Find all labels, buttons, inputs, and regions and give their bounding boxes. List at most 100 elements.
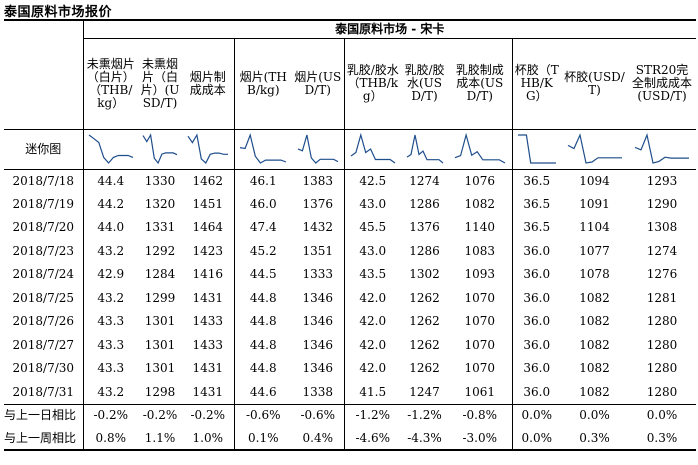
value-cell: 42.0: [343, 310, 401, 334]
sparkline-chart: [454, 132, 506, 164]
value-cell: 1301: [144, 337, 176, 352]
value-cell: 44.8: [233, 310, 292, 334]
value-cell: 1293: [628, 168, 697, 193]
sparkline-line: [88, 134, 133, 164]
sparkline-cell: [343, 128, 401, 169]
value-cell: 36.5: [511, 168, 561, 193]
sparkline-line: [187, 133, 228, 164]
header-cell: STR20完全制成成本(USD/T): [632, 63, 693, 103]
value-cell: 1280: [646, 384, 678, 399]
header-cell: 乳胶/胶水（THB/kg）: [343, 38, 401, 129]
date-cell: 2018/7/23: [12, 243, 75, 258]
change-cell: -3.0%: [448, 427, 512, 451]
value-cell: 43.2: [82, 286, 138, 310]
value-cell: 1247: [409, 384, 440, 399]
value-cell: 36.0: [511, 263, 561, 287]
sparkline-cell: [292, 128, 344, 169]
value-cell: 36.0: [511, 239, 561, 263]
page-title: 泰国原料市场报价: [4, 5, 113, 20]
value-cell: 1331: [144, 220, 176, 235]
value-cell: 1290: [646, 196, 678, 211]
value-cell: 44.8: [233, 286, 292, 310]
value-cell: 1302: [409, 267, 440, 282]
change-cell: -4.3%: [401, 427, 448, 451]
summary-row: 与上一日相比 -0.2% -0.2% -0.2% -0.6% -0.6% -1.2% -1.2…: [4, 403, 697, 427]
value-cell: 1431: [192, 361, 224, 376]
sparkline-cell: [448, 128, 512, 169]
table-row: 2018/7/18 44.4 1330 1462 46.1 1383 42.5 1274 107…: [4, 168, 697, 193]
value-cell: 1462: [182, 168, 234, 193]
sparkline-chart: [350, 132, 396, 164]
date-cell: 2018/7/27: [12, 337, 75, 352]
value-cell: 44.5: [233, 263, 292, 287]
header-cell: 未熏烟片（白片）（THB/kg）: [82, 38, 138, 129]
sparkline-cell: [138, 128, 182, 169]
value-cell: 1292: [144, 243, 176, 258]
value-cell: 36.0: [511, 333, 561, 357]
sparkline-line: [240, 132, 287, 164]
value-cell: 1451: [192, 196, 224, 211]
sparkline-chart: [240, 132, 287, 164]
value-cell: 42.9: [82, 263, 138, 287]
value-cell: 1280: [646, 314, 678, 329]
sparkline-line: [454, 132, 506, 164]
value-cell: 1330: [138, 168, 182, 193]
change-cell: 0.4%: [292, 427, 344, 451]
value-cell: 1464: [192, 220, 224, 235]
value-cell: 1286: [409, 196, 440, 211]
sparkline-chart: [88, 134, 133, 164]
value-cell: 1346: [302, 314, 334, 329]
sparkline-chart: [567, 133, 622, 164]
sparkline-chart: [517, 134, 556, 164]
value-cell: 1284: [144, 267, 176, 282]
sparkline-chart: [406, 134, 443, 164]
sparkline-cell: [233, 128, 292, 169]
sparkline-cell: [561, 128, 628, 169]
value-cell: 1061: [464, 384, 496, 399]
value-cell: 43.5: [343, 263, 401, 287]
change-cell: -1.2%: [343, 403, 401, 427]
value-cell: 1286: [409, 243, 440, 258]
value-cell: 1433: [192, 314, 224, 329]
change-cell: 0.0%: [628, 403, 697, 427]
value-cell: 1432: [302, 220, 334, 235]
value-cell: 1082: [579, 337, 610, 352]
summary-label: 与上一日相比: [4, 403, 83, 427]
sparkline-line: [634, 132, 689, 164]
value-cell: 45.5: [343, 216, 401, 240]
value-cell: 1301: [144, 361, 176, 376]
value-cell: 44.0: [82, 216, 138, 240]
value-cell: 46.1: [233, 168, 292, 193]
value-cell: 1076: [448, 168, 512, 193]
change-cell: 1.0%: [182, 427, 234, 451]
header-cell: 烟片制成成本: [189, 69, 226, 97]
value-cell: 1431: [192, 384, 224, 399]
sparkline-line: [517, 134, 556, 164]
sparkline-chart: [142, 133, 178, 165]
value-cell: 1338: [302, 384, 334, 399]
value-cell: 36.0: [511, 357, 561, 381]
sparkline-cell: [82, 128, 138, 169]
value-cell: 36.0: [511, 286, 561, 310]
value-cell: 1070: [464, 361, 496, 376]
table-row: 2018/7/25 43.2 1299 1431 44.8 1346 42.0 1262 107…: [4, 286, 696, 310]
sparkline-cell: [628, 128, 697, 169]
date-cell: 2018/7/19: [12, 196, 75, 211]
date-cell: 2018/7/25: [12, 290, 75, 305]
header-row: 未熏烟片（白片）（THB/kg） 未熏烟片（白片）(USD/T) 烟片制成成本 …: [4, 38, 696, 129]
summary-row: 与上一周相比 0.8% 1.1% 1.0% 0.1% 0.4% -4.6% -4.3% -3.0…: [4, 427, 697, 451]
sparkline-chart: [297, 134, 339, 164]
table-row: 2018/7/24 42.9 1284 1416 44.5 1333 43.5 1302 109…: [4, 263, 696, 287]
sparkline-line: [406, 134, 443, 164]
header-cell: 烟片(USD/T): [294, 69, 342, 97]
value-cell: 1104: [579, 220, 610, 235]
date-cell: 2018/7/26: [12, 314, 75, 329]
date-cell: 2018/7/20: [12, 220, 75, 235]
change-cell: -0.2%: [82, 403, 138, 427]
value-cell: 43.3: [82, 357, 138, 381]
value-cell: 1274: [401, 168, 448, 193]
value-cell: 1082: [579, 384, 610, 399]
change-cell: 0.3%: [628, 427, 697, 451]
table-row: 2018/7/23 43.2 1292 1423 45.2 1351 43.0 1286 108…: [4, 239, 696, 263]
change-cell: -4.6%: [343, 427, 401, 451]
